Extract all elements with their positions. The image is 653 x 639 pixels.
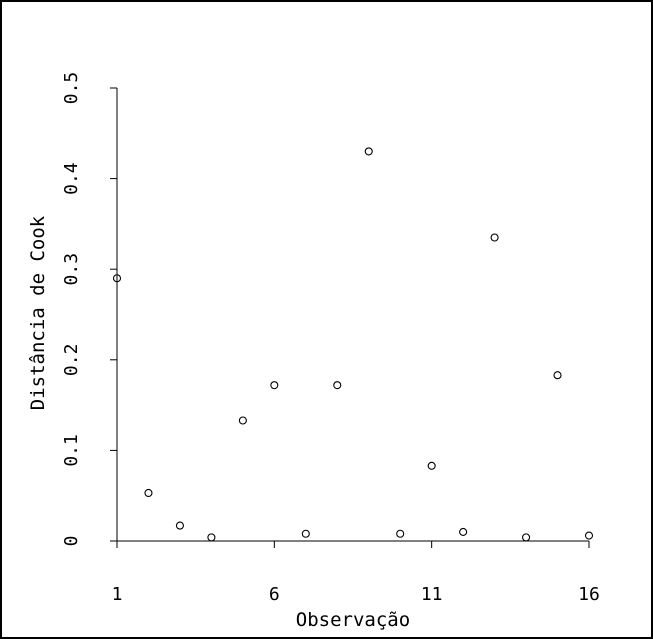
data-point: [427, 461, 436, 470]
data-point: [270, 381, 279, 390]
data-point: [396, 529, 405, 538]
data-point: [459, 527, 468, 536]
data-point: [333, 381, 342, 390]
data-point: [112, 274, 122, 283]
x-tick-label: 1: [112, 584, 123, 605]
y-tick-label: 0.2: [61, 344, 82, 377]
y-axis: 0 0.1 0.2 0.3 0.4 0.5: [61, 72, 118, 547]
data-point: [522, 533, 531, 542]
y-tick-label: 0.5: [61, 72, 82, 105]
x-tick-label: 6: [269, 584, 280, 605]
data-point: [144, 488, 153, 498]
data-points: [112, 147, 594, 542]
x-axis-title: Observação: [296, 609, 410, 631]
y-tick-label: 0: [61, 536, 82, 547]
data-point: [584, 531, 594, 540]
data-point: [301, 529, 310, 538]
x-axis: 1 6 11 16: [112, 540, 600, 605]
y-tick-label: 0.3: [61, 253, 82, 286]
data-point: [364, 147, 373, 156]
x-tick-label: 16: [578, 584, 600, 605]
data-point: [553, 371, 562, 380]
data-point: [238, 416, 247, 425]
y-tick-label: 0.4: [61, 162, 82, 195]
x-tick-label: 11: [421, 584, 443, 605]
y-axis-title: Distância de Cook: [27, 215, 49, 410]
data-point: [175, 521, 184, 530]
y-tick-label: 0.1: [61, 434, 82, 467]
data-point: [207, 533, 216, 542]
data-point: [490, 233, 499, 242]
